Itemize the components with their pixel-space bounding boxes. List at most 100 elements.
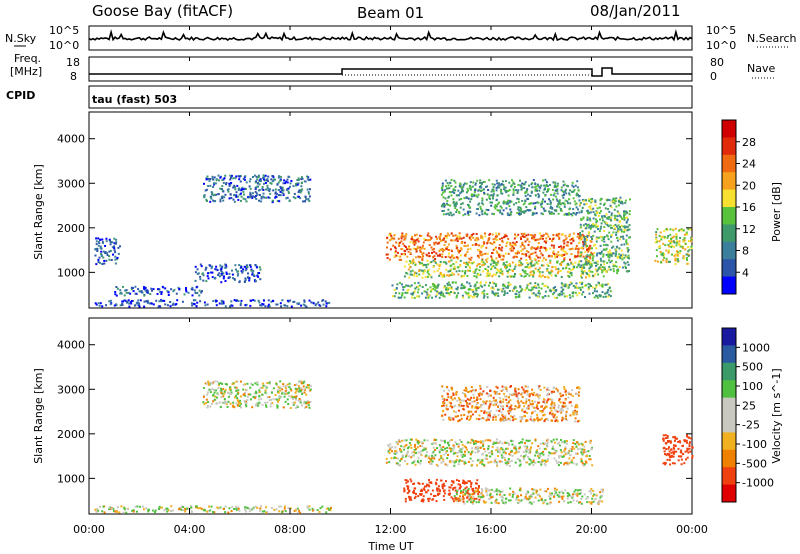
echo-cell [227,400,230,403]
echo-cell [527,288,530,291]
echo-cell [388,234,391,236]
echo-cell [531,237,534,240]
echo-cell [516,212,519,214]
echo-cell [245,405,248,408]
echo-cell [427,232,430,235]
echo-cell [267,299,270,302]
echo-cell [556,255,559,258]
echo-cell [233,194,236,197]
echo-cell [493,461,496,464]
echo-cell [498,244,501,247]
echo-cell [662,434,665,437]
echo-cell [481,496,484,498]
echo-cell [415,272,418,275]
echo-cell [472,502,474,505]
echo-cell [614,254,617,257]
echo-cell [484,252,487,255]
echo-cell [507,252,510,255]
echo-cell [539,237,542,240]
echo-cell [579,223,582,226]
echo-cell [400,240,403,243]
echo-cell [502,284,505,287]
echo-cell [610,252,613,255]
echo-cell [541,274,544,277]
echo-cell [471,289,474,292]
echo-cell [598,212,601,215]
echo-cell [100,253,103,255]
echo-cell [113,245,116,248]
echo-cell [546,269,549,272]
echo-cell [555,198,558,201]
echo-cell [220,274,223,277]
echo-cell [413,489,415,492]
echo-cell [413,261,416,264]
echo-cell [595,218,597,221]
echo-cell [460,492,463,495]
echo-cell [143,286,145,289]
echo-cell [277,181,280,184]
echo-cell [410,262,413,265]
echo-cell [405,271,408,274]
echo-cell [656,260,659,263]
echo-cell [443,205,446,208]
echo-cell [619,220,622,223]
echo-cell [525,254,528,257]
echo-cell [185,290,188,293]
echo-cell [224,305,227,308]
echo-cell [544,178,547,181]
echo-cell [571,496,574,499]
echo-cell [521,210,524,213]
echo-cell [574,488,577,491]
echo-cell [589,211,592,214]
echo-cell [471,463,474,466]
echo-cell [528,458,531,461]
echo-cell [402,242,405,245]
echo-cell [566,497,569,500]
echo-cell [517,208,520,211]
echo-cell [279,389,282,392]
echo-cell [447,288,450,291]
echo-cell [489,281,491,284]
echo-cell [688,442,691,445]
echo-cell [428,485,431,488]
echo-cell [251,192,254,195]
echo-cell [242,388,245,391]
echo-cell [438,296,441,299]
echo-cell [591,238,594,241]
echo-cell [473,497,476,500]
echo-cell [492,188,495,191]
echo-cell [585,262,588,265]
echo-cell [257,391,260,394]
echo-cell [511,439,514,442]
echo-cell [539,249,542,252]
echo-cell [121,300,124,303]
echo-cell [209,405,212,408]
echo-cell [279,175,282,178]
echo-cell [431,248,434,251]
echo-cell [170,510,173,512]
echo-cell [523,236,526,238]
echo-cell [551,266,554,269]
echo-cell [493,259,496,262]
echo-cell [485,281,487,284]
echo-cell [514,244,517,247]
echo-cell [503,185,506,188]
echo-cell [445,185,448,188]
echo-cell [210,196,212,199]
echo-cell [503,449,506,452]
echo-cell [580,451,583,454]
echo-cell [167,294,170,296]
echo-cell [452,481,455,484]
echo-cell [579,260,581,263]
echo-cell [254,396,257,399]
echo-cell [599,227,602,230]
echo-cell [134,292,137,295]
echo-cell [674,437,677,440]
echo-cell [491,252,493,255]
echo-cell [295,383,298,386]
echo-cell [478,450,481,452]
echo-cell [665,261,668,264]
echo-cell [436,269,439,272]
echo-cell [309,388,312,391]
echo-cell [390,238,393,241]
